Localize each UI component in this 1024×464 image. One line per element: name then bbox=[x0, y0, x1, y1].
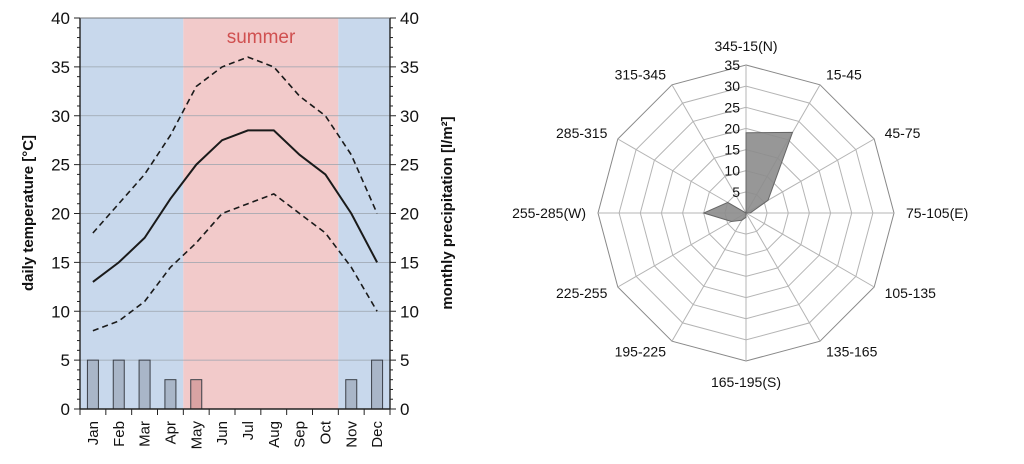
radar-category-label: 135-165 bbox=[826, 344, 878, 360]
x-tick-label: Jan bbox=[85, 421, 102, 445]
left-y-tick-label: 35 bbox=[51, 58, 70, 77]
right-y-tick-label: 0 bbox=[400, 400, 409, 419]
temperature-range-line bbox=[92, 56, 378, 234]
temperature-range-line bbox=[92, 192, 378, 332]
precipitation-bar bbox=[371, 359, 384, 410]
left-y-tick-labels: 0 5 10 15 20 25 30 35 40 bbox=[51, 9, 70, 419]
radar-spoke bbox=[671, 84, 747, 214]
x-tick-label: Mar bbox=[137, 421, 154, 447]
radar-spoke bbox=[617, 212, 747, 288]
left-y-axis-label: daily temperature [°C] bbox=[20, 135, 37, 291]
x-tick-label: Jul bbox=[240, 421, 257, 440]
precipitation-bar bbox=[164, 379, 177, 410]
right-y-tick-label: 35 bbox=[400, 58, 419, 77]
precipitation-bar bbox=[112, 359, 125, 410]
radar-radial-tick-labels: 5 10 15 20 25 30 35 bbox=[724, 57, 740, 200]
radar-category-label: 315-345 bbox=[615, 66, 667, 82]
left-y-tick-label: 15 bbox=[51, 253, 70, 272]
x-tick-label: Dec bbox=[369, 421, 386, 448]
right-y-tick-label: 25 bbox=[400, 156, 419, 175]
radar-spoke bbox=[745, 212, 875, 288]
x-tick-label: Apr bbox=[162, 421, 179, 444]
x-tick-label: May bbox=[188, 421, 205, 450]
radar-category-label: 225-255 bbox=[556, 285, 608, 301]
radar-category-label: 15-45 bbox=[826, 66, 862, 82]
precipitation-bar bbox=[190, 379, 203, 410]
left-y-tick-label: 5 bbox=[61, 351, 70, 370]
radar-radial-tick-label: 10 bbox=[724, 163, 740, 179]
temperature-lines bbox=[92, 56, 378, 332]
right-y-tick-label: 40 bbox=[400, 9, 419, 28]
x-tick-label: Aug bbox=[266, 421, 283, 448]
radar-radial-tick-label: 5 bbox=[732, 184, 740, 200]
axes bbox=[74, 17, 396, 415]
right-y-tick-label: 10 bbox=[400, 302, 419, 321]
right-y-tick-label: 15 bbox=[400, 253, 419, 272]
radar-radial-tick-label: 25 bbox=[724, 99, 740, 115]
radar-spoke bbox=[617, 138, 747, 214]
right-y-tick-label: 30 bbox=[400, 107, 419, 126]
left-y-tick-label: 0 bbox=[61, 400, 70, 419]
radar-data-polygon bbox=[702, 131, 794, 223]
x-tick-label: Nov bbox=[343, 421, 360, 448]
radar-category-label: 195-225 bbox=[615, 344, 667, 360]
right-y-tick-label: 5 bbox=[400, 351, 409, 370]
radar-radial-tick-label: 35 bbox=[724, 57, 740, 73]
radar-category-label: 285-315 bbox=[556, 125, 608, 141]
x-tick-label: Oct bbox=[317, 420, 334, 444]
radar-category-label: 255-285(W) bbox=[512, 205, 586, 221]
climate-chart: summer 0 5 10 15 20 25 30 35 40 0 5 10 15 20 25 30 35 40… bbox=[20, 9, 456, 449]
radar-chart: 5 10 15 20 25 30 35 345-15(N) 15-45 45-75 75-105(… bbox=[512, 38, 968, 390]
precipitation-bar bbox=[345, 379, 358, 410]
radar-radial-tick-label: 20 bbox=[724, 120, 740, 136]
radar-category-label: 165-195(S) bbox=[711, 374, 781, 390]
left-y-tick-label: 20 bbox=[51, 205, 70, 224]
left-y-tick-label: 40 bbox=[51, 9, 70, 28]
left-y-tick-label: 25 bbox=[51, 156, 70, 175]
left-y-tick-label: 10 bbox=[51, 302, 70, 321]
mean-temperature-line bbox=[92, 129, 378, 283]
radar-category-label: 345-15(N) bbox=[714, 38, 777, 54]
right-y-tick-labels: 0 5 10 15 20 25 30 35 40 bbox=[400, 9, 419, 419]
left-y-tick-label: 30 bbox=[51, 107, 70, 126]
x-tick-label: Jun bbox=[214, 421, 231, 445]
radar-category-label: 45-75 bbox=[885, 125, 921, 141]
precipitation-bar bbox=[138, 359, 151, 410]
radar-radial-tick-label: 30 bbox=[724, 78, 740, 94]
radar-data-area bbox=[702, 131, 794, 223]
summer-label: summer bbox=[227, 27, 296, 48]
radar-category-label: 105-135 bbox=[885, 285, 937, 301]
precipitation-bar bbox=[86, 359, 99, 410]
x-tick-label: Feb bbox=[111, 421, 128, 447]
radar-category-labels: 345-15(N) 15-45 45-75 75-105(E) 105-135 135-1… bbox=[512, 38, 968, 390]
right-y-axis-label: monthly precipitation [l/m²] bbox=[439, 116, 456, 309]
radar-radial-tick-label: 15 bbox=[724, 142, 740, 158]
right-y-tick-label: 20 bbox=[400, 205, 419, 224]
radar-category-label: 75-105(E) bbox=[906, 205, 968, 221]
x-tick-labels: Jan Feb Mar Apr May Jun Jul Aug Sep Oct Nov Dec bbox=[85, 420, 386, 449]
radar-spoke bbox=[671, 212, 747, 342]
radar-spoke bbox=[745, 212, 821, 342]
x-tick-label: Sep bbox=[292, 421, 309, 448]
